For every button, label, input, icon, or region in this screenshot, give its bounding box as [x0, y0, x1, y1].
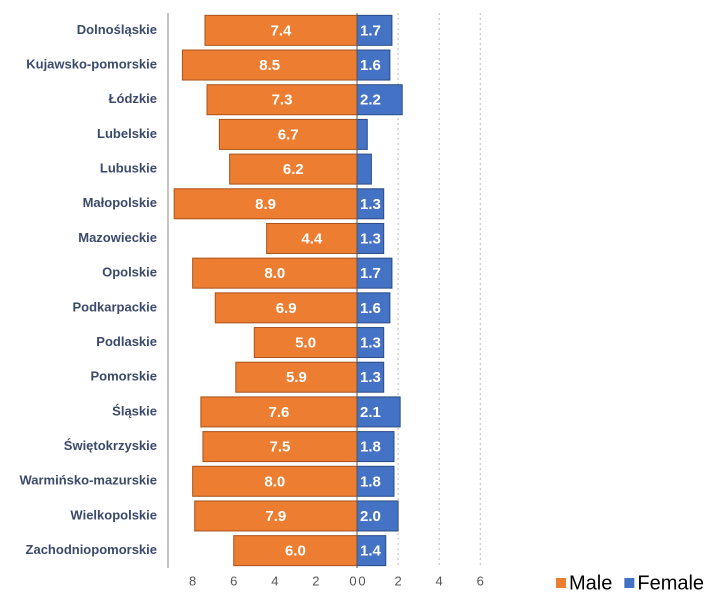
value-label: 2.0 — [360, 508, 381, 525]
bar — [356, 500, 399, 532]
value-label: 6.9 — [276, 300, 297, 317]
bar — [356, 292, 391, 324]
value-label: 7.5 — [270, 439, 291, 456]
value-label: 1.8 — [360, 473, 381, 490]
value-label: 7.3 — [272, 92, 293, 109]
bar — [356, 257, 393, 289]
legend-label: Female — [637, 572, 704, 593]
x-tick-label: 2 — [394, 573, 401, 588]
category-label: Dolnośląskie — [77, 22, 157, 37]
bar — [356, 431, 395, 463]
value-label: 6.7 — [278, 126, 299, 143]
category-label: Pomorskie — [91, 369, 157, 384]
x-tick-label: 2 — [312, 573, 319, 588]
value-label: 1.6 — [360, 300, 381, 317]
value-label: 4.4 — [301, 230, 323, 247]
category-label: Zachodniopomorskie — [26, 542, 157, 557]
bar — [235, 361, 358, 393]
x-tick-label: 8 — [189, 573, 196, 588]
bar — [356, 535, 387, 567]
bar — [192, 465, 358, 497]
value-label: 6.0 — [285, 543, 306, 560]
category-label: Świętokrzyskie — [64, 438, 157, 453]
value-label: 7.6 — [269, 404, 290, 421]
value-label: 1.3 — [360, 196, 381, 213]
bar — [214, 292, 358, 324]
value-label: 8.0 — [264, 473, 285, 490]
value-label: 7.9 — [265, 508, 286, 525]
bar — [194, 500, 358, 532]
category-label: Kujawsko-pomorskie — [26, 56, 157, 71]
bar — [356, 118, 368, 150]
category-label: Mazowieckie — [78, 230, 157, 245]
x-tick-label: 6 — [477, 573, 484, 588]
legend-swatch — [556, 578, 566, 588]
category-label: Wielkopolskie — [70, 507, 157, 522]
value-label: 1.7 — [360, 22, 381, 39]
category-label: Łódzkie — [109, 91, 157, 106]
bar — [356, 14, 393, 46]
value-label: 5.0 — [295, 335, 316, 352]
value-label: 1.6 — [360, 57, 381, 74]
value-label: 7.4 — [271, 22, 293, 39]
value-label: 1.7 — [360, 265, 381, 282]
bar — [356, 188, 385, 220]
category-label: Śląskie — [112, 403, 157, 418]
bar — [356, 465, 395, 497]
x-tick-label: 4 — [271, 573, 278, 588]
bar — [181, 49, 358, 81]
category-label: Podlaskie — [96, 334, 157, 349]
bar — [356, 327, 385, 359]
value-label: 5.9 — [286, 369, 307, 386]
category-label: Małopolskie — [83, 195, 157, 210]
value-label: 1.3 — [360, 230, 381, 247]
bar — [202, 431, 358, 463]
value-label: 2.2 — [360, 92, 381, 109]
legend-label: Male — [569, 572, 612, 593]
category-label: Lubuskie — [100, 161, 157, 176]
bar — [206, 84, 358, 116]
bar — [356, 153, 372, 185]
bar — [233, 535, 358, 567]
value-label: 6.2 — [283, 161, 304, 178]
x-tick-label: 6 — [230, 573, 237, 588]
bar — [173, 188, 358, 220]
value-label: 1.4 — [360, 543, 382, 560]
value-label: 1.8 — [360, 439, 381, 456]
category-label: Podkarpackie — [72, 299, 157, 314]
category-label: Lubelskie — [97, 126, 157, 141]
category-label: Warmińsko-mazurskie — [19, 473, 157, 488]
bar — [356, 222, 385, 254]
value-label: 8.9 — [255, 196, 276, 213]
x-tick-label: 4 — [436, 573, 443, 588]
category-label: Opolskie — [102, 265, 157, 280]
value-label: 8.5 — [259, 57, 280, 74]
value-label: 1.3 — [360, 335, 381, 352]
bar — [253, 327, 358, 359]
x-tick-label: 0 — [358, 573, 365, 588]
bar — [356, 84, 403, 116]
x-tick-label: 0 — [349, 573, 356, 588]
legend-swatch — [624, 578, 635, 588]
value-label: 8.0 — [264, 265, 285, 282]
value-label: 1.3 — [360, 369, 381, 386]
value-label: 2.1 — [360, 404, 381, 421]
